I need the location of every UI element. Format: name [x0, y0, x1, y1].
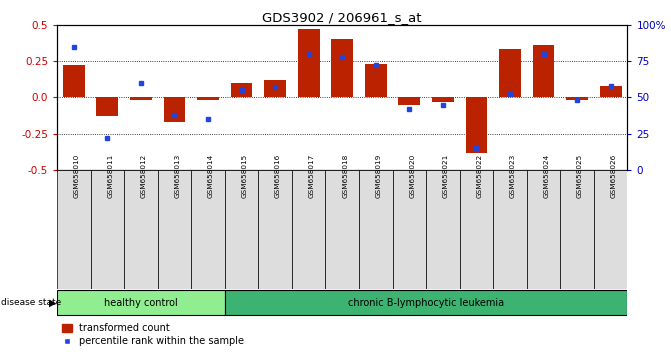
Bar	[533, 45, 554, 97]
Bar	[527, 170, 560, 289]
Text: GSM658020: GSM658020	[409, 154, 415, 198]
Text: GSM658014: GSM658014	[208, 154, 214, 198]
Bar	[566, 97, 588, 100]
Text: GSM658022: GSM658022	[476, 154, 482, 198]
Bar	[63, 65, 85, 97]
Text: GSM658024: GSM658024	[544, 154, 550, 198]
Text: GSM658018: GSM658018	[342, 154, 348, 198]
Text: GSM658011: GSM658011	[107, 154, 113, 198]
Bar	[57, 290, 225, 315]
Bar	[493, 170, 527, 289]
Bar	[594, 170, 627, 289]
Bar	[292, 170, 325, 289]
Text: GSM658019: GSM658019	[376, 154, 382, 198]
Bar	[158, 170, 191, 289]
Legend: transformed count, percentile rank within the sample: transformed count, percentile rank withi…	[62, 324, 244, 346]
Bar	[97, 97, 118, 116]
Bar	[130, 97, 152, 100]
Bar	[331, 39, 353, 97]
Bar	[231, 83, 252, 97]
Bar	[57, 170, 91, 289]
Bar	[466, 97, 487, 153]
Title: GDS3902 / 206961_s_at: GDS3902 / 206961_s_at	[262, 11, 422, 24]
Bar	[460, 170, 493, 289]
Bar	[325, 170, 359, 289]
Text: GSM658026: GSM658026	[611, 154, 617, 198]
Bar	[560, 170, 594, 289]
Bar	[191, 170, 225, 289]
Text: ▶: ▶	[49, 298, 56, 308]
Bar	[264, 80, 286, 97]
Text: GSM658025: GSM658025	[577, 154, 583, 198]
Bar	[432, 97, 454, 102]
Text: GSM658016: GSM658016	[275, 154, 281, 198]
Text: GSM658012: GSM658012	[141, 154, 147, 198]
Bar	[359, 170, 393, 289]
Bar	[393, 170, 426, 289]
Text: chronic B-lymphocytic leukemia: chronic B-lymphocytic leukemia	[348, 298, 504, 308]
Bar	[426, 170, 460, 289]
Bar	[164, 97, 185, 122]
Bar	[124, 170, 158, 289]
Text: GSM658023: GSM658023	[510, 154, 516, 198]
Bar	[197, 97, 219, 100]
Bar	[499, 50, 521, 97]
Bar	[365, 64, 386, 97]
Text: GSM658013: GSM658013	[174, 154, 180, 198]
Bar	[225, 290, 627, 315]
Text: disease state: disease state	[1, 298, 61, 307]
Bar	[225, 170, 258, 289]
Text: GSM658021: GSM658021	[443, 154, 449, 198]
Bar	[91, 170, 124, 289]
Bar	[258, 170, 292, 289]
Text: GSM658010: GSM658010	[74, 154, 80, 198]
Bar	[600, 86, 621, 97]
Text: GSM658015: GSM658015	[242, 154, 248, 198]
Bar	[298, 29, 319, 97]
Text: healthy control: healthy control	[104, 298, 178, 308]
Text: GSM658017: GSM658017	[309, 154, 315, 198]
Bar	[399, 97, 420, 104]
